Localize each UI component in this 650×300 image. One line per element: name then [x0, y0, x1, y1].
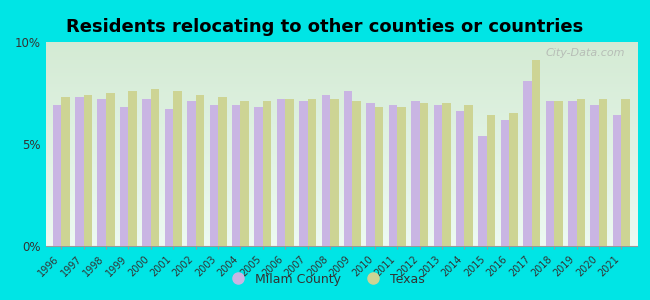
Bar — [456, 111, 465, 246]
Bar — [621, 99, 630, 246]
Bar — [442, 103, 450, 246]
Bar — [285, 99, 294, 246]
Bar — [232, 105, 240, 246]
Bar — [590, 105, 599, 246]
Legend: Milam County, Texas: Milam County, Texas — [220, 268, 430, 291]
Bar — [277, 99, 285, 246]
Bar — [545, 101, 554, 246]
Bar — [397, 107, 406, 246]
Bar — [75, 97, 84, 246]
Bar — [322, 95, 330, 246]
Bar — [142, 99, 151, 246]
Bar — [164, 109, 173, 246]
Bar — [129, 91, 137, 246]
Bar — [478, 136, 487, 246]
Bar — [254, 107, 263, 246]
Bar — [532, 60, 540, 246]
Bar — [500, 119, 510, 246]
Bar — [151, 89, 159, 246]
Bar — [299, 101, 307, 246]
Bar — [487, 116, 495, 246]
Bar — [98, 99, 106, 246]
Bar — [434, 105, 442, 246]
Bar — [240, 101, 249, 246]
Bar — [510, 113, 518, 246]
Bar — [613, 116, 621, 246]
Bar — [330, 99, 339, 246]
Bar — [568, 101, 577, 246]
Bar — [53, 105, 61, 246]
Bar — [218, 97, 227, 246]
Bar — [196, 95, 204, 246]
Bar — [554, 101, 563, 246]
Bar — [599, 99, 607, 246]
Bar — [84, 95, 92, 246]
Bar — [307, 99, 316, 246]
Bar — [187, 101, 196, 246]
Bar — [61, 97, 70, 246]
Bar — [523, 81, 532, 246]
Bar — [367, 103, 375, 246]
Bar — [577, 99, 585, 246]
Bar — [173, 91, 182, 246]
Bar — [375, 107, 383, 246]
Bar — [352, 101, 361, 246]
Bar — [389, 105, 397, 246]
Bar — [465, 105, 473, 246]
Text: Residents relocating to other counties or countries: Residents relocating to other counties o… — [66, 18, 584, 36]
Bar — [263, 101, 271, 246]
Bar — [411, 101, 420, 246]
Bar — [344, 91, 352, 246]
Bar — [106, 93, 114, 246]
Bar — [120, 107, 129, 246]
Text: City-Data.com: City-Data.com — [545, 48, 625, 58]
Bar — [420, 103, 428, 246]
Bar — [209, 105, 218, 246]
